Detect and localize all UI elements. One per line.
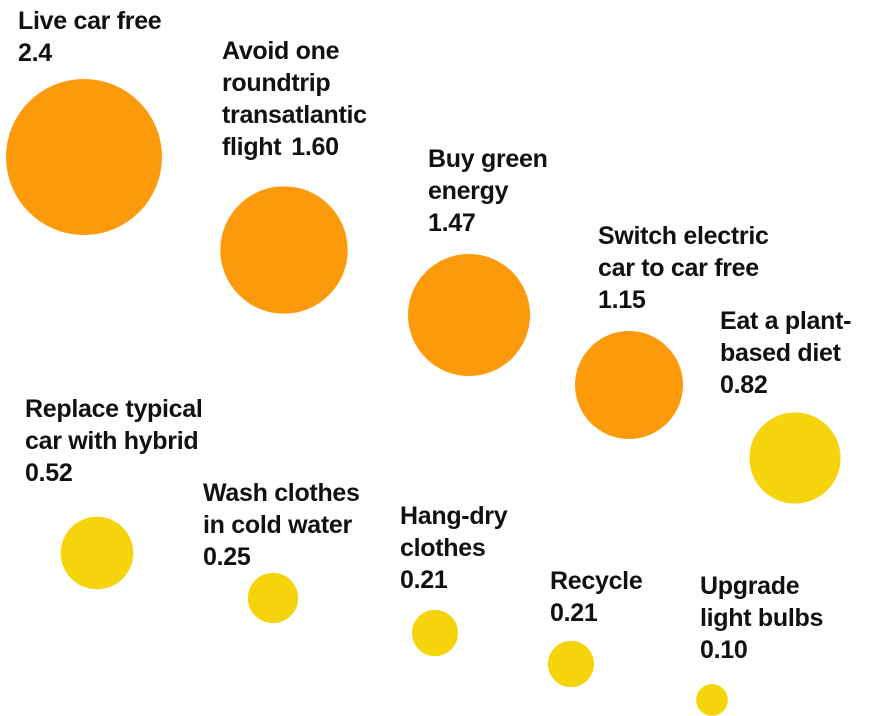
bubble-label: Wash clothes in cold water 0.25 <box>203 477 360 573</box>
category-label: Replace typical car with hybrid <box>25 395 203 455</box>
bubble <box>575 331 683 439</box>
value-label: 0.82 <box>720 371 768 399</box>
bubble <box>547 640 595 688</box>
category-label: Buy green energy <box>428 145 548 205</box>
bubble <box>60 516 134 590</box>
value-label: 0.21 <box>400 566 448 594</box>
category-label: Upgrade light bulbs <box>700 572 824 632</box>
bubble-label: Hang-dry clothes 0.21 <box>400 500 508 596</box>
value-label: 0.52 <box>25 459 73 487</box>
bubble-label: Replace typical car with hybrid 0.52 <box>25 393 203 489</box>
bubble-label: Live car free 2.4 <box>18 5 162 69</box>
bubble <box>6 79 162 235</box>
bubble <box>247 572 299 624</box>
bubble <box>220 186 348 314</box>
category-label: Switch electric car to car free <box>598 222 769 282</box>
bubble-label: Avoid one roundtrip transatlantic flight… <box>222 35 367 163</box>
value-label: 1.47 <box>428 209 476 237</box>
category-label: Wash clothes in cold water <box>203 479 360 539</box>
value-label: 1.15 <box>598 286 646 314</box>
bubble-label: Eat a plant- based diet 0.82 <box>720 305 851 401</box>
bubble <box>411 609 459 657</box>
bubble-label: Recycle 0.21 <box>550 565 643 629</box>
bubble-label: Buy green energy 1.47 <box>428 143 548 239</box>
bubble-label: Upgrade light bulbs 0.10 <box>700 570 823 666</box>
value-label: 1.60 <box>291 133 339 161</box>
bubble-label: Switch electric car to car free 1.15 <box>598 220 769 316</box>
bubble <box>749 412 841 504</box>
category-label: Hang-dry clothes <box>400 502 508 562</box>
value-label: 0.10 <box>700 636 748 664</box>
value-label: 0.25 <box>203 543 251 571</box>
value-label: 0.21 <box>550 599 598 627</box>
category-label: Avoid one roundtrip transatlantic flight <box>222 37 367 161</box>
bubble <box>696 684 728 716</box>
category-label: Eat a plant- based diet <box>720 307 852 367</box>
bubble <box>407 253 531 377</box>
value-label: 2.4 <box>18 39 52 67</box>
category-label: Recycle <box>550 567 643 595</box>
category-label: Live car free <box>18 7 162 35</box>
